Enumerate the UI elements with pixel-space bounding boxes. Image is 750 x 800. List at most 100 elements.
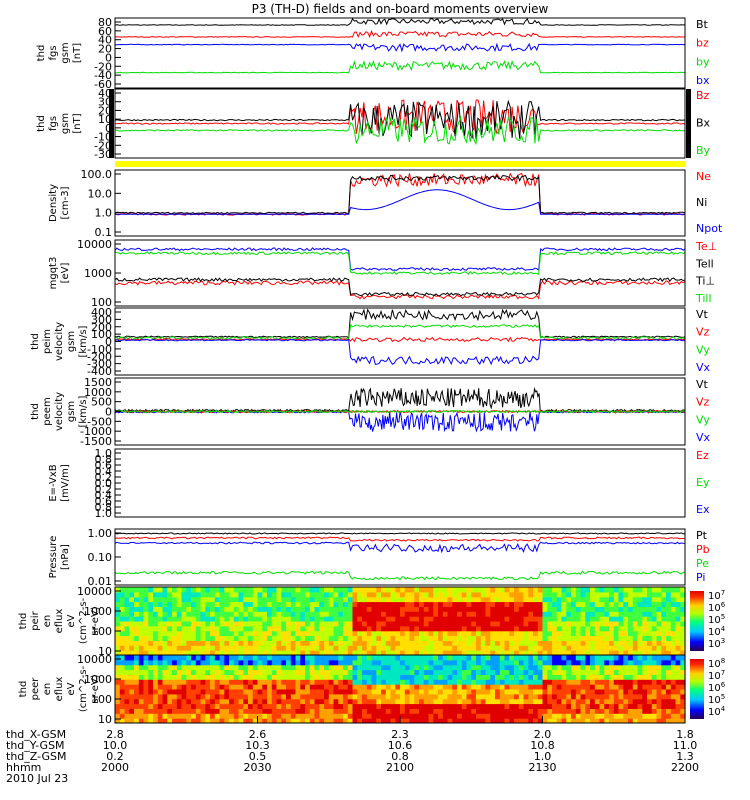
spectrogram-cell: [509, 679, 515, 685]
spectrogram-cell: [338, 669, 344, 675]
spectrogram-cell: [309, 669, 316, 675]
y-axis-label: (cm^2-s-: [78, 665, 89, 712]
spectrogram-cell: [195, 693, 202, 700]
spectrogram-cell: [205, 621, 211, 627]
spectrogram-cell: [647, 645, 653, 651]
spectrogram-cell: [566, 650, 572, 656]
spectrogram-cell: [661, 625, 667, 632]
spectrogram-cell: [357, 674, 363, 680]
spectrogram-cell: [343, 621, 349, 627]
y-tick-label: 0.2: [95, 471, 113, 484]
spectrogram-cell: [233, 718, 240, 724]
spectrogram-cell: [324, 616, 330, 622]
ephemeris-label: thd_Y-GSM: [6, 739, 65, 752]
spectrogram-cell: [457, 718, 463, 724]
spectrogram-cell: [404, 587, 411, 593]
spectrogram-cell: [143, 587, 149, 593]
spectrogram-cell: [148, 655, 154, 661]
spectrogram-cell: [138, 635, 145, 641]
spectrogram-cell: [457, 713, 463, 719]
spectrogram-cell: [333, 659, 339, 666]
spectrogram-cell: [613, 616, 620, 622]
spectrogram-cell: [518, 625, 525, 632]
spectrogram-cell: [647, 664, 653, 671]
series-line-fgs-comp-1: [114, 99, 686, 140]
spectrogram-cell: [119, 708, 126, 714]
spectrogram-cell: [286, 625, 292, 632]
spectrogram-cell: [115, 601, 121, 607]
y-tick-label: -20: [94, 139, 112, 152]
spectrogram-cell: [124, 669, 130, 675]
spectrogram-cell: [148, 606, 154, 612]
spectrogram-cell: [575, 587, 582, 593]
spectrogram-cell: [580, 664, 586, 671]
spectrogram-cell: [480, 664, 487, 671]
spectrogram-cell: [333, 587, 339, 593]
spectrogram-cell: [238, 713, 244, 719]
y-axis-label: Pressure: [48, 536, 59, 579]
spectrogram-cell: [176, 606, 183, 612]
spectrogram-cell: [181, 635, 187, 641]
spectrogram-cell: [286, 621, 292, 627]
spectrogram-cell: [238, 635, 244, 641]
spectrogram-cell: [504, 635, 510, 641]
spectrogram-cell: [119, 635, 126, 641]
spectrogram-cell: [138, 679, 145, 685]
spectrogram-cell: [134, 601, 140, 607]
spectrogram-cell: [490, 635, 496, 641]
spectrogram-cell: [466, 591, 472, 598]
spectrogram-cell: [352, 587, 358, 593]
spectrogram-cell: [385, 669, 392, 675]
spectrogram-cell: [561, 713, 567, 719]
spectrogram-cell: [647, 689, 653, 695]
spectrogram-cell: [343, 659, 349, 666]
spectrogram-cell: [461, 645, 468, 651]
spectrogram-cell: [338, 664, 344, 671]
spectrogram-cell: [153, 625, 159, 632]
spectrogram-cell: [219, 630, 225, 637]
spectrogram-cell: [224, 621, 230, 627]
spectrogram-cell: [195, 669, 202, 675]
spectrogram-cell: [300, 703, 306, 709]
spectrogram-cell: [233, 655, 240, 661]
spectrogram-cell: [670, 625, 677, 632]
spectrogram-cell: [262, 591, 268, 598]
spectrogram-cell: [238, 708, 244, 714]
spectrogram-cell: [267, 674, 273, 680]
spectrogram-cell: [480, 650, 487, 656]
spectrogram-cell: [661, 616, 667, 622]
spectrogram-cell: [167, 645, 173, 651]
spectrogram-cell: [300, 674, 306, 680]
spectrogram-cell: [300, 587, 306, 593]
spectrogram-cell: [352, 621, 358, 627]
spectrogram-cell: [647, 698, 653, 705]
spectrogram-cell: [400, 601, 406, 607]
spectrogram-cell: [176, 664, 183, 671]
spectrogram-cell: [571, 693, 577, 700]
spectrogram-cell: [409, 684, 415, 690]
spectrogram-cell: [290, 708, 297, 714]
spectrogram-cell: [438, 621, 444, 627]
spectrogram-cell: [552, 606, 558, 612]
y-tick-label: 0.6: [95, 459, 113, 472]
spectrogram-cell: [262, 655, 268, 661]
spectrogram-cell: [224, 596, 230, 603]
spectrogram-cell: [675, 640, 681, 646]
spectrogram-cell: [428, 708, 434, 714]
spectrogram-cell: [385, 684, 392, 690]
spectrogram-cell: [452, 606, 458, 612]
spectrogram-cell: [181, 625, 187, 632]
spectrogram-cell: [371, 693, 377, 700]
spectrogram-cell: [376, 693, 382, 700]
spectrogram-cell: [286, 616, 292, 622]
spectrogram-cell: [219, 625, 225, 632]
spectrogram-cell: [499, 708, 506, 714]
spectrogram-cell: [547, 625, 553, 632]
spectrogram-cell: [575, 630, 582, 637]
spectrogram-cell: [319, 674, 325, 680]
spectrogram-cell: [290, 674, 297, 680]
spectrogram-cell: [590, 645, 596, 651]
spectrogram-cell: [153, 650, 159, 656]
spectrogram-cell: [547, 674, 553, 680]
legend-Tell: Tell: [695, 257, 714, 270]
